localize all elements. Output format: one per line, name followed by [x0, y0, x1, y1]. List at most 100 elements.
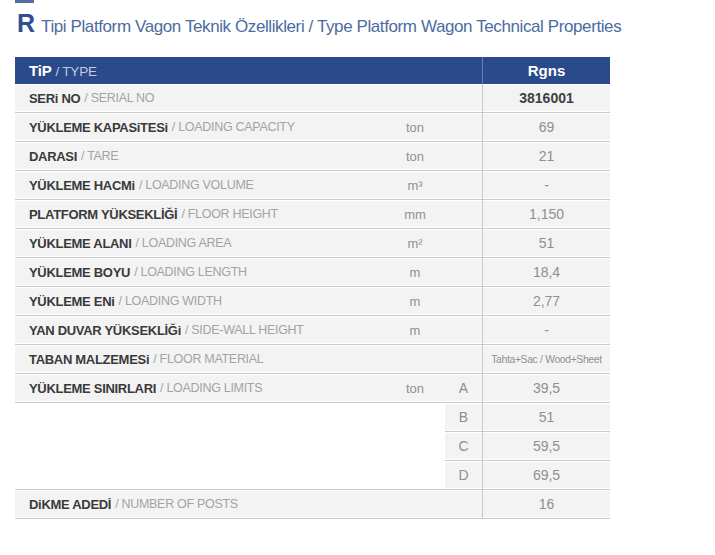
row-label-en: / LOADING CAPACITY [172, 120, 295, 134]
row-letter [445, 229, 482, 257]
row-label-en: / LOADING VOLUME [139, 178, 254, 192]
table-row-serial-no: SERi NO / SERIAL NO 3816001 [15, 84, 610, 113]
row-letter [445, 171, 482, 199]
table-row-loading-length: YÜKLEME BOYU / LOADING LENGTH m 18,4 [15, 258, 610, 287]
table-header-row: TiP / TYPE Rgns [15, 57, 610, 84]
row-label: PLATFORM YÜKSEKLİĞİ / FLOOR HEIGHT [15, 200, 385, 228]
row-letter-a: A [445, 374, 482, 402]
table-row-loading-capacity: YÜKLEME KAPASiTESi / LOADING CAPACITY to… [15, 113, 610, 142]
row-label-tr: DiKME ADEDİ [29, 497, 111, 512]
row-label: YÜKLEME SINIRLARI / LOADING LIMITS [15, 374, 385, 402]
row-unit: ton [385, 113, 445, 141]
header-type-value: Rgns [482, 57, 610, 84]
header-type-en: / TYPE [55, 64, 96, 79]
row-label-tr: YÜKLEME SINIRLARI [29, 381, 156, 396]
row-label-en: / FLOOR MATERIAL [153, 352, 263, 366]
row-label-en: / SIDE-WALL HEIGHT [185, 323, 304, 337]
row-unit: m [385, 287, 445, 315]
row-letter [445, 287, 482, 315]
row-label-en: / LOADING LENGTH [134, 265, 247, 279]
row-value: 51 [482, 403, 610, 431]
row-label-en: / FLOOR HEIGHT [181, 207, 278, 221]
row-unit: m [385, 258, 445, 286]
row-unit: m² [385, 229, 445, 257]
row-letter [445, 316, 482, 344]
table-row-loading-limits-d: D 69,5 [15, 461, 610, 490]
row-value: 18,4 [482, 258, 610, 286]
title-text: Tipi Platform Vagon Teknik Özellikleri /… [41, 17, 621, 37]
table-row-floor-material: TABAN MALZEMESi / FLOOR MATERIAL Tahta+S… [15, 345, 610, 374]
table-row-tare: DARASI / TARE ton 21 [15, 142, 610, 171]
table-row-loading-limits-c: C 59,5 [15, 432, 610, 461]
row-unit [385, 345, 445, 373]
row-label: DiKME ADEDİ / NUMBER OF POSTS [15, 490, 385, 518]
row-value: 51 [482, 229, 610, 257]
row-label-tr: PLATFORM YÜKSEKLİĞİ [29, 207, 177, 222]
row-unit: ton [385, 374, 445, 402]
row-unit: m [385, 316, 445, 344]
wagon-spec-table: TiP / TYPE Rgns SERi NO / SERIAL NO 38160… [15, 57, 610, 519]
row-letter [445, 345, 482, 373]
table-row-loading-area: YÜKLEME ALANI / LOADING AREA m² 51 [15, 229, 610, 258]
row-label: YÜKLEME HACMi / LOADING VOLUME [15, 171, 385, 199]
row-label-tr: SERi NO [29, 91, 80, 106]
row-value: 69,5 [482, 461, 610, 489]
row-value: - [482, 316, 610, 344]
table-row-side-wall-height: YAN DUVAR YÜKSEKLİĞi / SIDE-WALL HEIGHT … [15, 316, 610, 345]
row-value: 2,77 [482, 287, 610, 315]
row-label-tr: YÜKLEME ALANI [29, 236, 132, 251]
subrow-inner: B 51 [445, 403, 610, 432]
row-value: 3816001 [482, 84, 610, 112]
header-type-label: TiP / TYPE [15, 62, 482, 79]
row-letter [445, 113, 482, 141]
row-value: 16 [482, 490, 610, 518]
row-label-en: / TARE [81, 149, 118, 163]
row-label: DARASI / TARE [15, 142, 385, 170]
table-row-loading-limits-b: B 51 [15, 403, 610, 432]
row-label: YÜKLEME ENi / LOADING WIDTH [15, 287, 385, 315]
row-label: TABAN MALZEMESi / FLOOR MATERIAL [15, 345, 385, 373]
page-title: R Tipi Platform Vagon Teknik Özellikleri… [17, 9, 621, 38]
row-label-en: / LOADING AREA [136, 236, 232, 250]
row-letter [445, 258, 482, 286]
row-unit: ton [385, 142, 445, 170]
table-row-number-of-posts: DiKME ADEDİ / NUMBER OF POSTS 16 [15, 490, 610, 519]
row-unit: mm [385, 200, 445, 228]
table-row-loading-limits-a: YÜKLEME SINIRLARI / LOADING LIMITS ton A… [15, 374, 610, 403]
subrow-inner: C 59,5 [445, 432, 610, 461]
row-label: YÜKLEME BOYU / LOADING LENGTH [15, 258, 385, 286]
row-label-en: / LOADING WIDTH [119, 294, 222, 308]
row-value: 1,150 [482, 200, 610, 228]
row-label-en: / SERIAL NO [84, 91, 154, 105]
row-label-en: / NUMBER OF POSTS [115, 497, 238, 511]
row-letter-d: D [445, 461, 482, 489]
row-label-tr: YAN DUVAR YÜKSEKLİĞi [29, 323, 181, 338]
row-value: Tahta+Sac / Wood+Sheet [482, 345, 610, 373]
row-label-tr: YÜKLEME ENi [29, 294, 115, 309]
title-type-letter: R [17, 9, 35, 38]
row-unit [385, 84, 445, 112]
row-label-tr: YÜKLEME BOYU [29, 265, 130, 280]
row-unit [385, 490, 445, 518]
row-label-tr: DARASI [29, 149, 77, 164]
row-value: 69 [482, 113, 610, 141]
row-letter-c: C [445, 432, 482, 460]
row-letter [445, 490, 482, 518]
row-value: 21 [482, 142, 610, 170]
table-row-loading-volume: YÜKLEME HACMi / LOADING VOLUME m³ - [15, 171, 610, 200]
table-row-floor-height: PLATFORM YÜKSEKLİĞİ / FLOOR HEIGHT mm 1,… [15, 200, 610, 229]
row-label-en: / LOADING LIMITS [160, 381, 262, 395]
row-letter-b: B [445, 403, 482, 431]
cropped-header-artifact [15, 0, 34, 3]
row-letter [445, 200, 482, 228]
row-value: - [482, 171, 610, 199]
row-label-tr: YÜKLEME HACMi [29, 178, 135, 193]
row-label: YÜKLEME ALANI / LOADING AREA [15, 229, 385, 257]
row-letter [445, 84, 482, 112]
header-type-tr: TiP [29, 62, 51, 79]
row-letter [445, 142, 482, 170]
row-unit: m³ [385, 171, 445, 199]
row-label: SERi NO / SERIAL NO [15, 84, 385, 112]
page: { "title": { "prefix": "R", "text": "Tip… [0, 0, 715, 555]
table-row-loading-width: YÜKLEME ENi / LOADING WIDTH m 2,77 [15, 287, 610, 316]
